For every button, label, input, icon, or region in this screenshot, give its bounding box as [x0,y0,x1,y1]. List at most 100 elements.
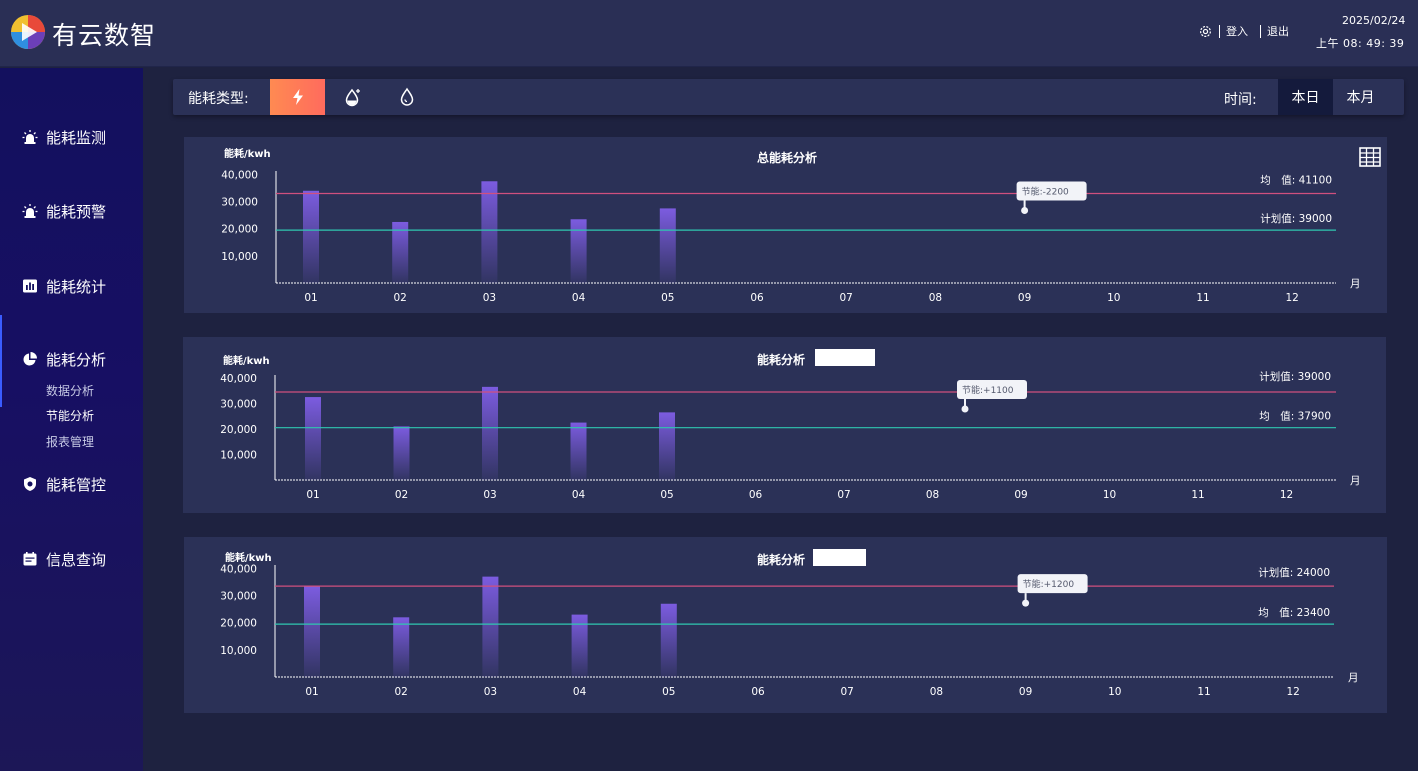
annotation-box [1016,181,1087,201]
sidebar: 能耗监测 能耗预警 能耗统计 能耗分析 数据分析 节能分析 报表管理 能耗管控 [0,68,143,771]
energy-type-label: 能耗类型: [188,91,249,107]
x-tick-label: 02 [395,686,408,698]
bar [571,614,588,677]
x-tick-label: 09 [1018,292,1031,304]
x-tick-label: 01 [304,292,317,304]
logo-icon [11,15,45,49]
x-tick-label: 09 [1019,686,1032,698]
nav-item-warning[interactable]: 能耗预警 [0,197,143,225]
bar [659,412,675,480]
time-label: 时间: [1224,92,1257,108]
x-tick-label: 07 [840,292,853,304]
chart-panel-total: 能耗/kwh 10,000 20,000 30,000 40,000 01 02 03 04 05… [184,137,1387,313]
nav-item-statistics[interactable]: 能耗统计 [0,272,143,300]
chart-title: 总能耗分析 [757,151,818,165]
chart-filter-input[interactable] [813,549,866,566]
bar [570,422,587,480]
shield-icon [24,477,36,491]
divider [1260,24,1261,38]
y-axis-label: 能耗/kwh [225,551,272,564]
x-tick-label: 08 [926,489,939,501]
sub-item-data-analysis[interactable]: 数据分析 [46,384,95,398]
x-tick-label: 06 [751,686,765,698]
x-tick-label: 01 [306,489,319,501]
electricity-icon [292,89,303,105]
bar [393,617,410,677]
y-tick-label: 40,000 [221,169,258,181]
sub-item-saving-analysis[interactable]: 节能分析 [46,409,95,423]
x-tick-label: 06 [749,489,763,501]
water-drop-icon [400,87,413,106]
annotation-dot [1021,206,1029,214]
nav-label: 信息查询 [46,550,107,569]
y-tick-label: 10,000 [220,645,257,657]
x-tick-label: 03 [484,686,497,698]
y-tick-label: 20,000 [221,224,258,236]
reference-line-label: 计划值: 24000 [1258,566,1330,579]
reference-line-label: 均 值: 37900 [1259,410,1331,423]
x-tick-label: 10 [1107,292,1120,304]
period-today-button[interactable]: 本日 [1278,79,1333,115]
nav-label: 能耗监测 [46,128,107,147]
chart-title: 能耗分析 [757,553,806,567]
saving-annotation: 节能:+1100 [957,379,1027,413]
nav-item-control[interactable]: 能耗管控 [0,470,143,498]
y-tick-label: 30,000 [221,197,258,209]
bar [305,397,321,480]
nav-item-query[interactable]: 信息查询 [0,545,143,573]
pie-chart-icon [23,352,37,366]
alarm-light-icon [22,204,38,218]
type-electricity-button[interactable] [270,79,325,115]
reference-line-label: 计划值: 39000 [1259,370,1331,383]
nav-label: 能耗预警 [46,202,107,221]
x-tick-label: 02 [394,292,407,304]
energy-chart-1: 能耗/kwh 10,000 20,000 30,000 40,000 01 02 03 04 05… [220,354,1360,501]
water-heat-icon [345,88,360,107]
x-tick-label: 03 [483,489,496,501]
header-actions: 登入 退出 [1198,23,1299,39]
annotation-text: 节能:+1100 [962,384,1014,396]
y-axis-label: 能耗/kwh [223,354,270,367]
chart-filter-input[interactable] [815,349,875,366]
nav-label: 能耗管控 [46,475,107,494]
annotation-text: 节能:+1200 [1023,578,1075,590]
chart-panel-2: 能耗/kwh 10,000 20,000 30,000 40,000 01 02 03 04 05… [184,537,1387,713]
type-water-button[interactable] [379,79,434,115]
bar [303,190,319,283]
login-link[interactable]: 登入 [1226,25,1248,38]
type-water-heat-button[interactable] [325,79,380,115]
bar-chart-icon [23,279,37,293]
bar [481,181,498,283]
reference-line-label: 均 值: 23400 [1258,606,1330,619]
current-date: 2025/02/24 [1342,14,1406,27]
filter-toolbar: 能耗类型: 时间: 本日 本月 [173,79,1404,115]
nav-label: 能耗统计 [46,277,107,296]
period-month-button[interactable]: 本月 [1346,90,1375,106]
table-icon[interactable] [1359,147,1381,167]
bar [570,219,587,283]
bar [660,603,677,677]
x-tick-label: 01 [305,686,318,698]
gear-icon[interactable] [1198,24,1213,39]
nav-item-analysis[interactable]: 能耗分析 [0,315,143,407]
x-tick-label: 03 [483,292,496,304]
y-axis-label: 能耗/kwh [224,147,271,160]
y-tick-label: 20,000 [220,618,257,630]
calendar-icon [23,552,37,566]
y-tick-label: 40,000 [220,563,257,575]
x-tick-label: 05 [662,686,675,698]
logout-link[interactable]: 退出 [1267,25,1289,38]
bar [482,386,498,480]
bar [482,576,499,677]
x-tick-label: 04 [572,292,586,304]
annotation-dot [961,405,969,413]
reference-line-label: 计划值: 39000 [1260,212,1332,225]
x-tick-label: 11 [1196,292,1209,304]
x-tick-label: 11 [1191,489,1204,501]
x-tick-label: 05 [661,292,674,304]
x-tick-label: 06 [750,292,764,304]
alarm-light-icon [22,130,38,144]
sub-item-report[interactable]: 报表管理 [46,435,95,449]
nav-item-monitor[interactable]: 能耗监测 [0,123,143,151]
app-header: 有云数智 登入 退出 2025/02/24 上午 08: 49: 39 [0,0,1418,67]
